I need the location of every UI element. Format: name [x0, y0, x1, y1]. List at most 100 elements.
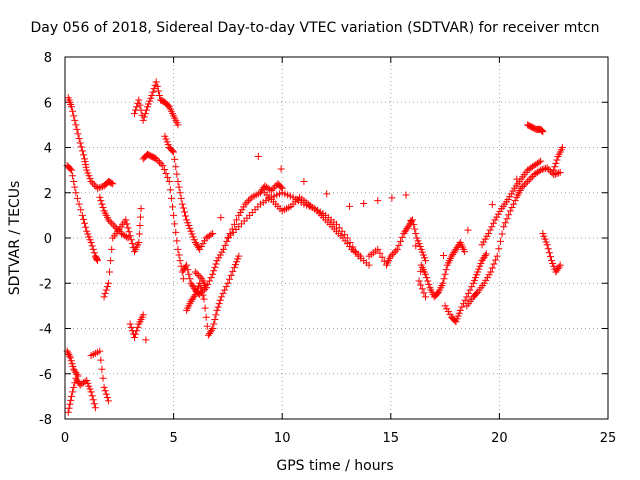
data-point: [136, 222, 144, 230]
data-point: [500, 223, 508, 231]
data-point: [78, 211, 86, 219]
data-point: [136, 213, 144, 221]
data-point: [229, 267, 237, 275]
data-point: [214, 303, 222, 311]
data-point: [254, 153, 262, 161]
data-point: [542, 164, 550, 172]
data-point: [538, 166, 546, 174]
data-point: [186, 275, 194, 283]
x-tick-label: 25: [600, 431, 617, 446]
data-point: [468, 283, 476, 291]
data-point: [220, 245, 228, 253]
data-point: [508, 203, 516, 211]
data-point: [555, 263, 563, 271]
data-point: [553, 156, 561, 164]
series-stray: [87, 153, 521, 405]
data-point: [464, 226, 472, 234]
data-point: [98, 200, 106, 208]
data-point: [99, 203, 107, 211]
data-point: [96, 193, 104, 201]
data-point: [149, 88, 157, 96]
data-point: [241, 200, 249, 208]
data-point: [102, 390, 110, 398]
data-point: [81, 219, 89, 227]
data-point: [211, 263, 219, 271]
data-point: [122, 233, 130, 241]
data-point: [174, 177, 182, 185]
data-point: [75, 134, 83, 142]
data-point: [230, 220, 238, 228]
data-point: [482, 250, 490, 258]
data-point: [90, 249, 98, 257]
data-point: [88, 242, 96, 250]
data-point: [423, 274, 431, 282]
data-point: [82, 223, 90, 231]
data-point: [215, 300, 223, 308]
data-point: [525, 176, 533, 184]
data-point: [89, 245, 97, 253]
data-point: [177, 194, 185, 202]
data-point: [538, 127, 546, 135]
data-point: [170, 211, 178, 219]
x-tick-label: 10: [274, 431, 291, 446]
data-point: [300, 177, 308, 185]
axis-ticks: 0 5 10 15 20 25 -8 -6 -4 -2 0 2 4 6 8: [39, 51, 616, 446]
data-point: [94, 184, 102, 192]
series-track-e: [100, 205, 145, 301]
data-point: [173, 170, 181, 178]
data-point: [246, 195, 254, 203]
data-point: [101, 289, 109, 297]
data-point: [111, 223, 119, 231]
data-point: [106, 218, 114, 226]
data-point: [537, 157, 545, 165]
data-point: [205, 277, 213, 285]
data-point: [68, 103, 76, 111]
data-point: [224, 279, 232, 287]
data-point: [392, 247, 400, 255]
data-point: [488, 223, 496, 231]
data-point: [174, 121, 182, 129]
data-point: [182, 212, 190, 220]
data-point: [387, 252, 395, 260]
data-point: [87, 388, 95, 396]
data-point: [546, 253, 554, 261]
data-point: [66, 400, 74, 408]
data-point: [412, 242, 420, 250]
data-point: [490, 260, 498, 268]
data-point: [160, 166, 168, 174]
data-point: [193, 270, 201, 278]
data-point: [180, 208, 188, 216]
data-point: [505, 211, 513, 219]
data-point: [114, 226, 122, 234]
data-point: [228, 225, 236, 233]
data-point: [540, 165, 548, 173]
data-point: [89, 396, 97, 404]
data-point: [212, 311, 220, 319]
series-track-d: [63, 347, 82, 380]
data-point: [552, 159, 560, 167]
data-point: [142, 106, 150, 114]
data-point: [506, 207, 514, 215]
data-point: [108, 245, 116, 253]
data-point: [148, 91, 156, 99]
data-point: [99, 374, 107, 382]
series-track-v: [550, 144, 566, 174]
data-point: [103, 394, 111, 402]
series-track-p: [417, 239, 469, 301]
data-point: [210, 267, 218, 275]
data-point: [425, 280, 433, 288]
data-point: [556, 261, 564, 269]
data-point: [70, 177, 78, 185]
data-point: [219, 289, 227, 297]
data-point: [167, 194, 175, 202]
data-point: [134, 323, 142, 331]
series-track-f: [96, 193, 132, 242]
data-point: [510, 200, 518, 208]
data-point: [456, 306, 464, 314]
data-point: [185, 270, 193, 278]
data-point: [175, 251, 183, 259]
data-point: [162, 170, 170, 178]
data-point: [169, 203, 177, 211]
data-point: [418, 285, 426, 293]
data-point: [487, 268, 495, 276]
